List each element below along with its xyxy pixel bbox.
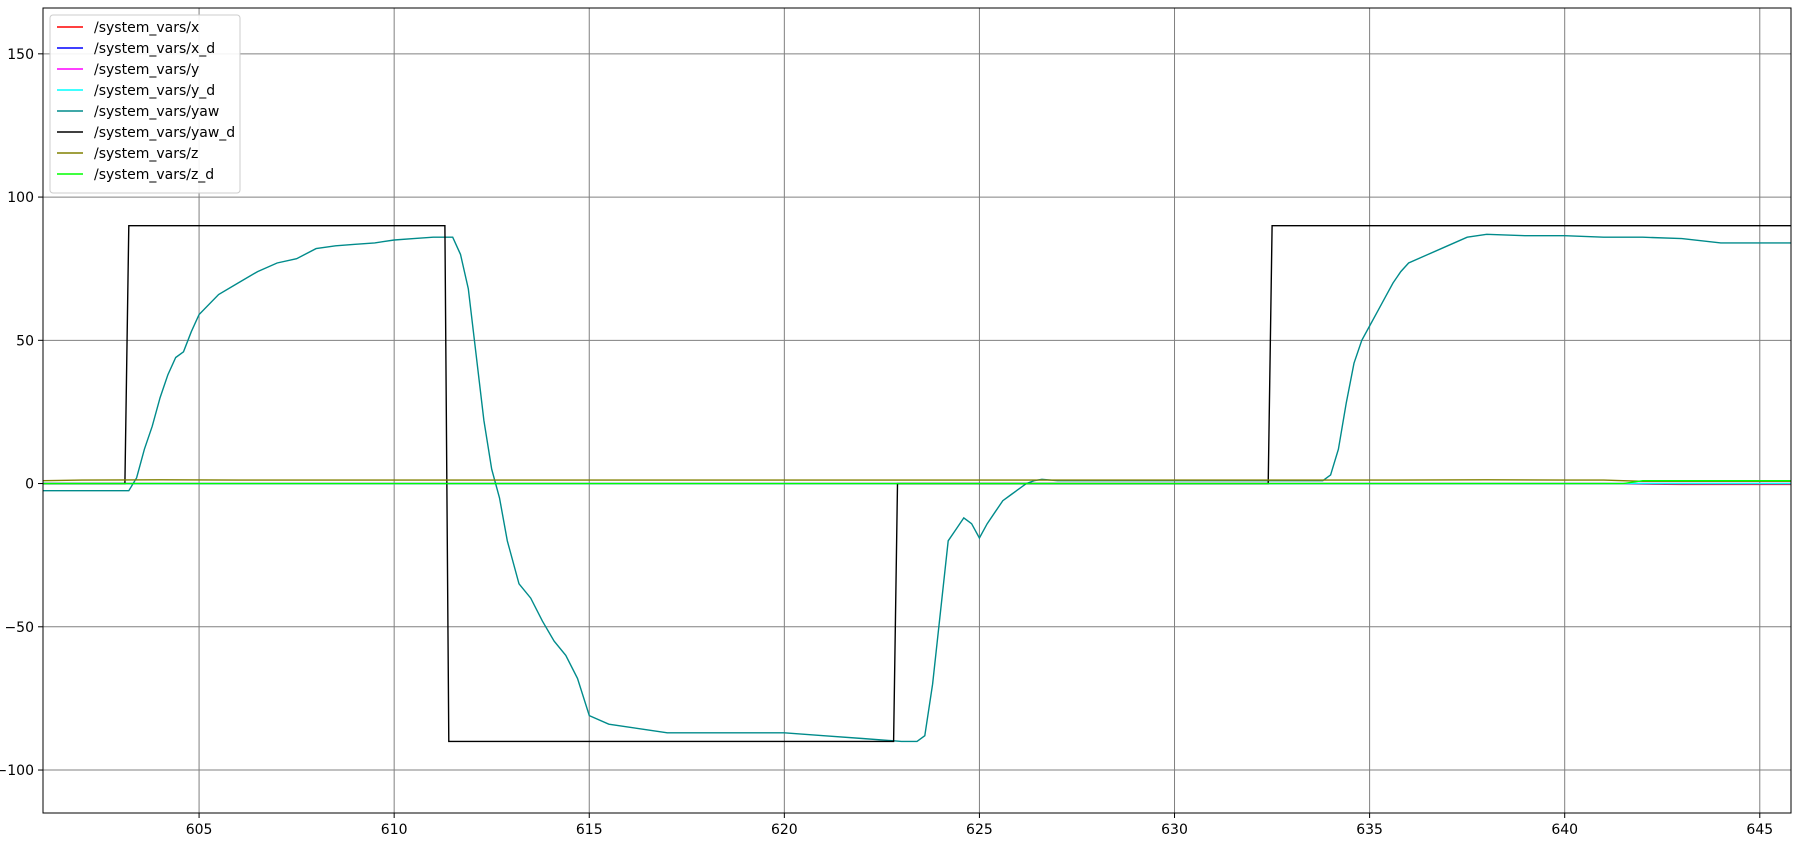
legend-label-y: /system_vars/y (94, 62, 199, 78)
legend-label-z-d: /system_vars/z_d (94, 167, 214, 183)
y-tick-label: −100 (0, 763, 34, 779)
y-tick-label: 150 (7, 47, 34, 63)
x-tick-label: 640 (1551, 822, 1578, 838)
legend-label-yaw-d: /system_vars/yaw_d (94, 125, 235, 141)
legend-box (49, 14, 241, 194)
x-tick-label: 615 (576, 822, 603, 838)
x-tick-label: 620 (771, 822, 798, 838)
legend-label-z: /system_vars/z (94, 146, 198, 162)
legend-label-x: /system_vars/x (94, 20, 199, 36)
series-line-yaw-d (43, 224, 1791, 743)
legend-label-y-d: /system_vars/y_d (94, 83, 215, 99)
y-tick-label: 0 (25, 477, 34, 493)
x-tick-label: 605 (186, 822, 213, 838)
plot-area-frame (42, 7, 1792, 814)
x-tick-label: 645 (1746, 822, 1773, 838)
series-line-yaw (43, 233, 1791, 743)
series-line-z-d (43, 480, 1791, 485)
x-tick-label: 610 (381, 822, 408, 838)
y-tick-label: 100 (7, 190, 34, 206)
x-tick-label: 635 (1356, 822, 1383, 838)
legend: /system_vars/x/system_vars/x_d/system_va… (49, 14, 241, 194)
legend-label-yaw: /system_vars/yaw (94, 104, 219, 120)
grid-lines (43, 8, 1791, 813)
x-tick-label: 625 (966, 822, 993, 838)
y-tick-label: −50 (4, 620, 34, 636)
axis-ticks: 605 610 615 620 625 630 635 640 645 −100 −50 0 50 100… (0, 47, 1773, 838)
x-tick-label: 630 (1161, 822, 1188, 838)
y-tick-label: 50 (16, 333, 34, 349)
series-line-z (42, 479, 1791, 482)
legend-label-x-d: /system_vars/x_d (94, 41, 215, 57)
series-lines (42, 224, 1791, 743)
